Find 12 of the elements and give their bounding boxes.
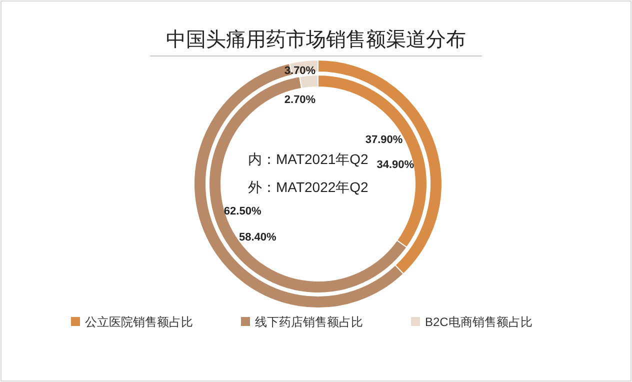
legend-label: 线下药店销售额占比 xyxy=(255,315,363,329)
text: 外：MAT2022年Q2 xyxy=(248,179,369,195)
data-label: 62.50% xyxy=(224,206,262,218)
legend-label: B2C电商销售额占比 xyxy=(425,315,532,329)
data-label: 37.90% xyxy=(365,134,403,146)
data-label: 3.70% xyxy=(284,65,316,77)
title: 中国头痛用药市场销售额渠道分布 xyxy=(166,29,466,51)
legend-label: 公立医院销售额占比 xyxy=(85,315,193,329)
data-label: 58.40% xyxy=(239,232,277,244)
text: 内：MAT2021年Q2 xyxy=(248,151,369,167)
data-label: 34.90% xyxy=(376,158,414,171)
data-label: 2.70% xyxy=(284,94,316,106)
